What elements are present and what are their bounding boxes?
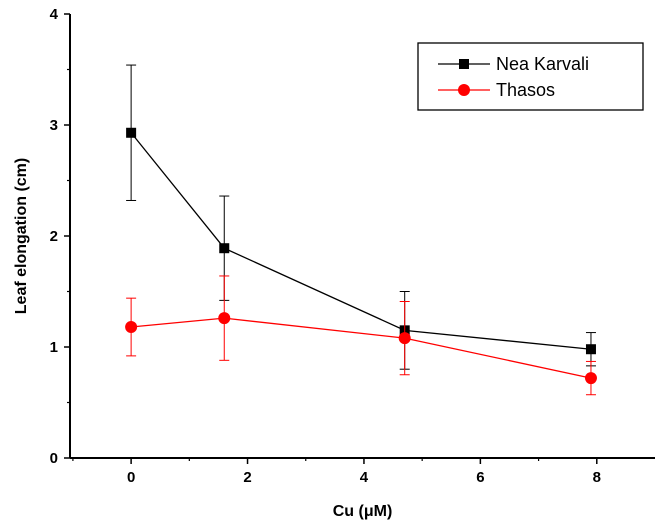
y-tick-label: 2 — [50, 228, 58, 245]
legend-label: Nea Karvali — [496, 54, 589, 74]
data-point — [125, 321, 138, 334]
data-point — [219, 243, 230, 254]
x-tick-label: 4 — [360, 469, 369, 486]
data-point — [584, 372, 597, 385]
x-tick-label: 6 — [476, 469, 484, 486]
x-tick-label: 2 — [243, 469, 251, 486]
data-point — [126, 127, 137, 138]
y-tick-label: 0 — [50, 450, 58, 467]
data-point — [585, 344, 596, 355]
series-line — [130, 132, 592, 350]
plot-series — [125, 64, 597, 396]
axes: 0 1 2 3 4 0 2 4 6 8 — [50, 6, 655, 486]
data-point — [398, 332, 411, 345]
x-tick-label: 8 — [593, 469, 601, 486]
y-tick-label: 4 — [50, 6, 59, 23]
legend: Nea Karvali Thasos — [417, 42, 644, 111]
x-tick-label: 0 — [127, 469, 135, 486]
legend-box — [417, 42, 644, 111]
x-axis-title: Cu (μM) — [333, 503, 393, 520]
legend-label: Thasos — [496, 80, 555, 100]
series-2 — [125, 275, 597, 396]
y-axis-title: Leaf elongation (cm) — [13, 158, 30, 314]
y-tick-label: 3 — [50, 117, 58, 134]
series-1 — [126, 64, 596, 370]
series-line — [131, 317, 592, 379]
data-point — [218, 312, 231, 325]
y-tick-label: 1 — [50, 339, 58, 356]
legend-marker — [459, 59, 469, 69]
legend-marker — [458, 84, 470, 96]
